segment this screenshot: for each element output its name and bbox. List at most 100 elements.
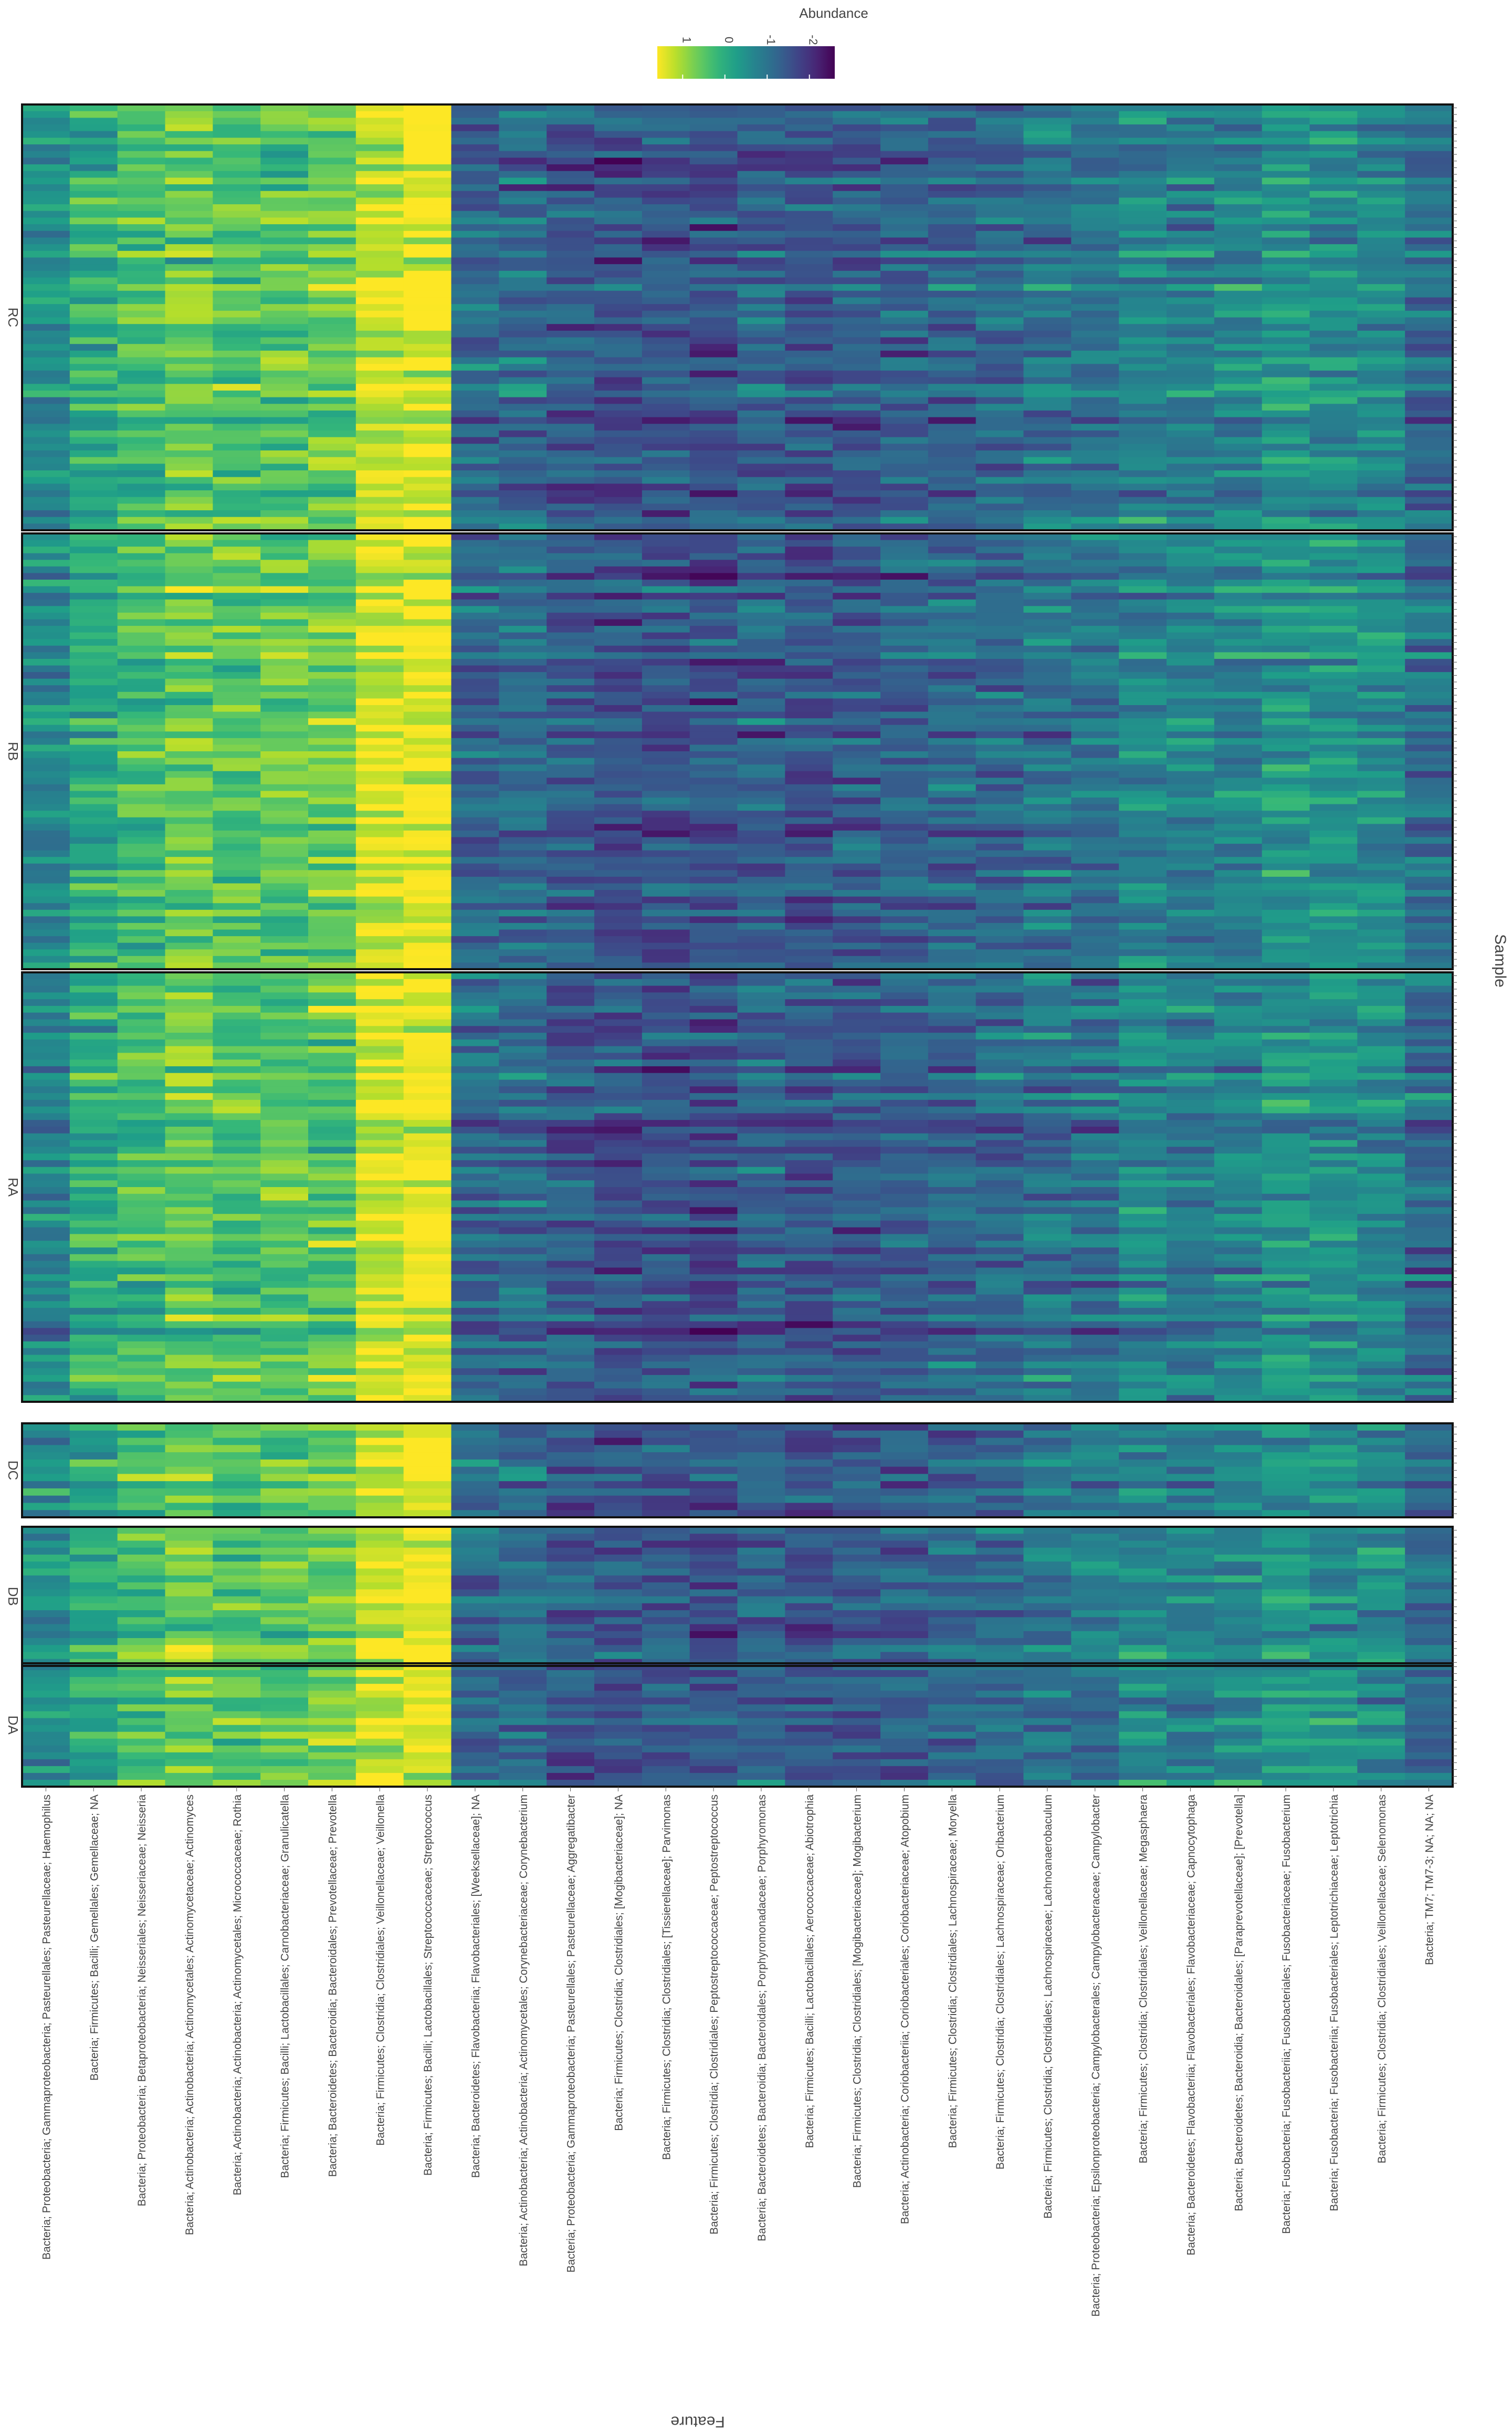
heatmap-cell [594,778,643,785]
heatmap-cell [1119,645,1167,653]
heatmap-cell [975,942,1024,950]
heatmap-cell [308,580,356,587]
heatmap-cell [355,444,404,451]
heatmap-cell [594,364,643,371]
heatmap-cell [1167,244,1215,251]
heatmap-cell [1309,417,1358,424]
heatmap-cell [880,725,929,732]
heatmap-cell [1262,390,1310,398]
heatmap-cell [451,540,499,547]
heatmap-cell [403,705,452,712]
heatmap-cell [213,1106,261,1114]
heatmap-cell [1071,738,1119,746]
heatmap-cell [1309,364,1358,371]
heatmap-cell [880,350,929,358]
heatmap-cell [1262,457,1310,464]
heatmap-cell [1023,1019,1072,1026]
heatmap-cell [260,264,309,271]
heatmap-cell [737,778,785,785]
heatmap-cell [975,177,1024,185]
heatmap-cell [1023,1126,1072,1134]
heatmap-cell [737,1005,785,1013]
heatmap-cell [69,177,118,185]
heatmap-cell [69,540,118,547]
heatmap-cell [737,612,785,620]
heatmap-cell [689,517,738,524]
heatmap-cell [689,593,738,600]
heatmap-cell [1357,1099,1405,1107]
heatmap-cell [499,999,547,1006]
heatmap-cell [975,1133,1024,1141]
heatmap-cell [403,619,452,626]
heatmap-cell [1262,277,1310,285]
heatmap-cell [69,691,118,699]
heatmap-cell [547,685,595,693]
heatmap-cell [594,857,643,864]
heatmap-cell [1309,718,1358,726]
heatmap-cell [308,204,356,212]
heatmap-cell [642,533,690,541]
heatmap-cell [1119,158,1167,165]
heatmap-cell [785,890,833,897]
heatmap-cell [213,811,261,818]
heatmap-cell [499,1180,547,1188]
heatmap-cell [1405,738,1453,746]
heatmap-cell [1214,131,1263,138]
heatmap-cell [117,658,166,666]
heatmap-cell [547,284,595,291]
heatmap-cell [975,1160,1024,1168]
heatmap-cell [975,437,1024,444]
heatmap-cell [689,270,738,278]
heatmap-cell [165,477,213,484]
heatmap-cell [1167,1120,1215,1127]
heatmap-cell [1262,979,1310,987]
heatmap-cell [1309,593,1358,600]
heatmap-cell [451,1200,499,1208]
heatmap-cell [642,324,690,331]
heatmap-cell [1071,131,1119,138]
heatmap-cell [499,1059,547,1067]
heatmap-cell [165,870,213,877]
heatmap-cell [1023,890,1072,897]
heatmap-cell [308,778,356,785]
heatmap-cell [1405,1153,1453,1161]
heatmap-cell [737,304,785,311]
heatmap-cell [594,824,643,831]
heatmap-cell [880,909,929,917]
heatmap-cell [1405,324,1453,331]
heatmap-cell [737,464,785,471]
heatmap-cell [689,876,738,884]
heatmap-cell [1214,593,1263,600]
heatmap-cell [260,731,309,739]
heatmap-cell [22,211,70,218]
heatmap-cell [69,870,118,877]
heatmap-cell [1309,171,1358,178]
heatmap-cell [689,158,738,165]
heatmap-cell [975,1180,1024,1188]
heatmap-cell [547,410,595,418]
heatmap-cell [117,224,166,232]
heatmap-cell [117,1126,166,1134]
heatmap-cell [499,672,547,679]
heatmap-cell [833,344,881,351]
heatmap-cell [880,523,929,531]
heatmap-cell [165,1160,213,1168]
heatmap-cell [737,250,785,258]
heatmap-cell [22,1046,70,1053]
heatmap-cell [594,593,643,600]
heatmap-cell [451,324,499,331]
heatmap-cell [260,612,309,620]
heatmap-cell [403,771,452,778]
heatmap-cell [975,450,1024,458]
heatmap-cell [833,184,881,192]
heatmap-cell [1167,992,1215,1000]
heatmap-cell [165,158,213,165]
heatmap-cell [1071,177,1119,185]
heatmap-cell [880,1160,929,1168]
heatmap-cell [1167,144,1215,152]
heatmap-cell [785,503,833,511]
heatmap-cell [1071,909,1119,917]
heatmap-cell [1309,612,1358,620]
heatmap-cell [833,992,881,1000]
heatmap-cell [1357,811,1405,818]
